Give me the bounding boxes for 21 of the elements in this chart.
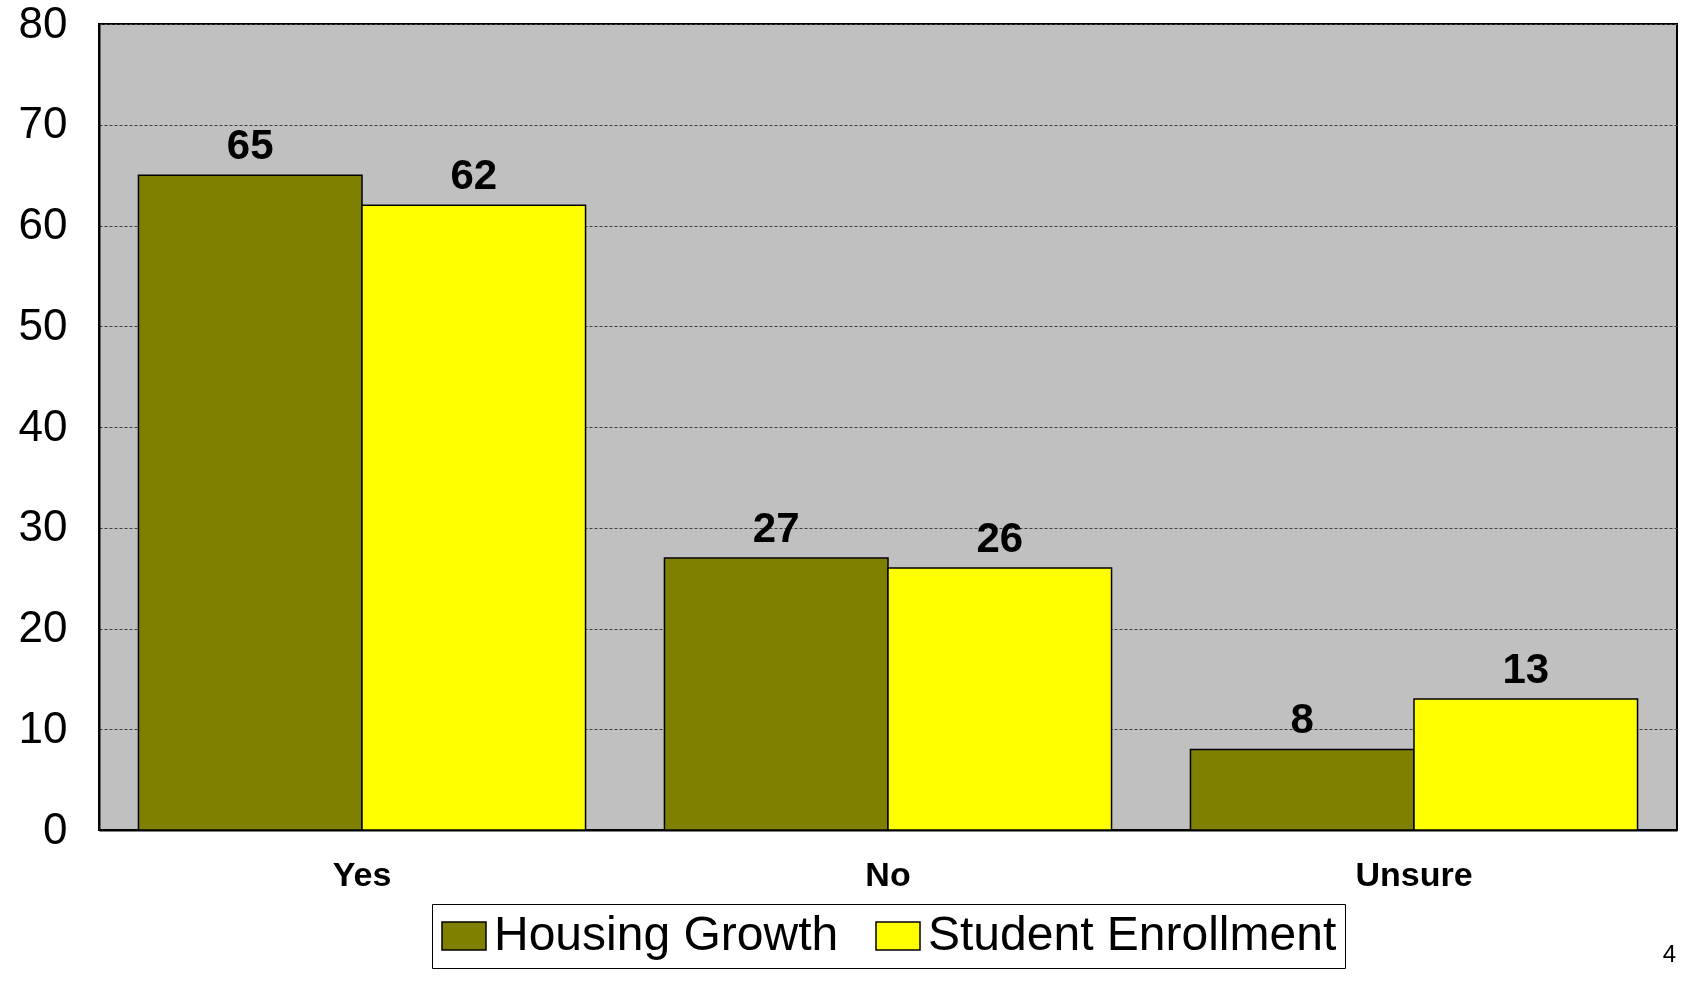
y-tick-label: 20 [18, 602, 68, 651]
data-label: 27 [752, 503, 800, 551]
x-tick-label: No [865, 854, 911, 893]
data-label: 65 [226, 121, 274, 169]
data-label: 8 [1290, 695, 1314, 743]
x-tick-label: Yes [332, 854, 392, 893]
y-tick-label: 70 [18, 98, 68, 148]
y-tick-label: 30 [18, 501, 68, 551]
y-tick-label: 50 [18, 299, 68, 349]
data-label: 13 [1502, 645, 1550, 693]
y-tick-label: 0 [43, 803, 68, 853]
y-tick-label: 80 [18, 0, 68, 47]
legend-label: Housing Growth [494, 907, 839, 960]
y-tick-label: 10 [18, 702, 68, 752]
data-label: 26 [976, 514, 1024, 562]
y-tick-label: 40 [18, 400, 68, 450]
x-tick-label: Unsure [1355, 854, 1473, 893]
y-tick-label: 60 [18, 199, 68, 248]
text: 4 [1662, 940, 1676, 968]
legend-label: Student Enrollment [928, 907, 1337, 960]
data-label: 62 [450, 151, 498, 199]
